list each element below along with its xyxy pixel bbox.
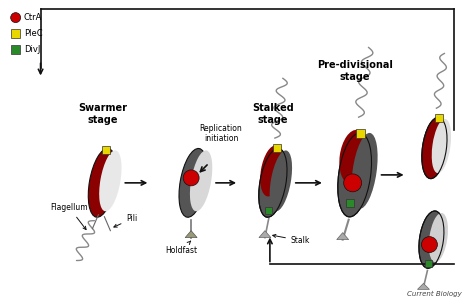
Ellipse shape (190, 151, 212, 211)
Ellipse shape (432, 119, 451, 173)
Circle shape (11, 13, 21, 23)
Bar (273, 144, 281, 152)
Polygon shape (185, 231, 197, 238)
Ellipse shape (260, 145, 283, 196)
Bar (11, 45, 20, 54)
Text: Holdfast: Holdfast (165, 241, 197, 255)
Bar (346, 199, 354, 207)
Ellipse shape (338, 133, 372, 217)
Bar (265, 207, 273, 214)
Polygon shape (418, 283, 429, 289)
Bar (436, 114, 443, 122)
Bar (356, 129, 365, 138)
Text: Swarmer
stage: Swarmer stage (78, 103, 127, 125)
Text: DivJ: DivJ (24, 45, 40, 54)
Ellipse shape (429, 213, 448, 262)
Ellipse shape (339, 130, 368, 184)
Polygon shape (259, 231, 271, 238)
Text: Stalked
stage: Stalked stage (252, 103, 294, 125)
Text: Flagellum: Flagellum (51, 203, 88, 230)
Polygon shape (337, 233, 349, 240)
Ellipse shape (179, 148, 207, 217)
Text: Replication
initiation: Replication initiation (200, 124, 242, 143)
Ellipse shape (99, 151, 121, 211)
Ellipse shape (352, 133, 378, 209)
Bar (425, 260, 432, 267)
Bar (11, 29, 20, 38)
Circle shape (344, 174, 362, 192)
Ellipse shape (422, 118, 447, 179)
Text: Current Biology: Current Biology (407, 291, 461, 297)
Circle shape (183, 170, 199, 186)
Text: Pili: Pili (114, 214, 137, 227)
Ellipse shape (419, 211, 444, 268)
Text: CtrA: CtrA (24, 13, 42, 22)
Text: PleC: PleC (24, 29, 42, 38)
Circle shape (421, 237, 438, 252)
Ellipse shape (88, 148, 117, 217)
Bar (102, 146, 110, 154)
Ellipse shape (270, 151, 292, 211)
Text: Stalk: Stalk (273, 234, 310, 245)
Ellipse shape (259, 148, 287, 217)
Text: Pre-divisional
stage: Pre-divisional stage (317, 60, 392, 82)
